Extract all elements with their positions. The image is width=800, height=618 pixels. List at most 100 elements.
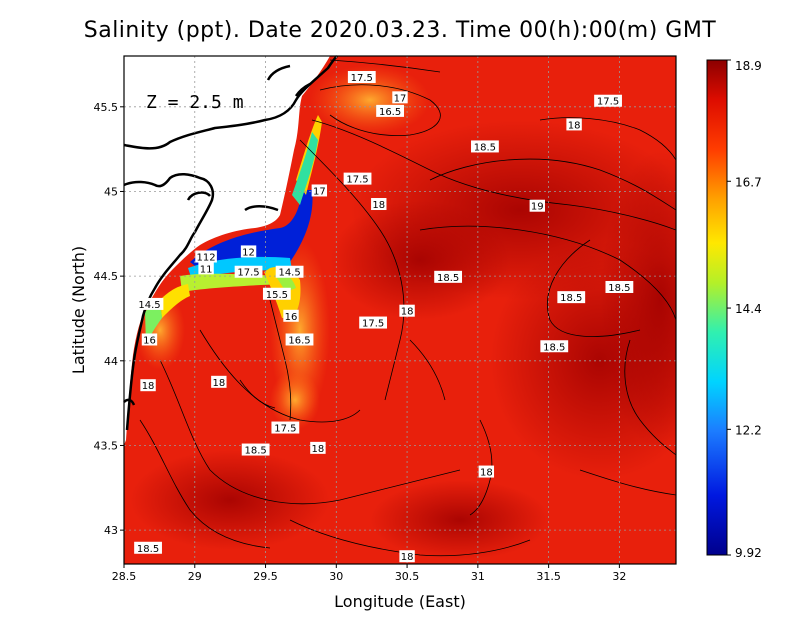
contour-label-text: 17 [394, 93, 407, 104]
x-tick-label-1: 29 [188, 570, 202, 583]
x-tick-label-3: 30 [329, 570, 343, 583]
x-axis-ticks: 28.5 29 29.5 30 30.5 31 31.5 32 [112, 564, 626, 583]
contour-label-1: 17 [392, 91, 408, 104]
y-tick-label-4: 45 [104, 185, 118, 198]
contour-label-bg [141, 333, 158, 346]
contour-label-19: 18.5 [557, 291, 586, 304]
contour-label-text: 18 [568, 120, 581, 131]
contour-label-text: 16.5 [379, 107, 401, 118]
contour-label-2: 16.5 [376, 104, 404, 118]
contour-label-bg [594, 94, 622, 107]
contour-label-text: 17.5 [362, 319, 384, 330]
contour-labels: 17.5 17 16.5 17.5 18 18.5 17.5 17 18 19 112 12 11 17.… [134, 71, 634, 563]
contour-label-text: 18.5 [560, 293, 582, 304]
contour-label-text: 18 [401, 552, 414, 563]
contour-label-text: 18.5 [437, 273, 459, 284]
contour-label-15: 15.5 [262, 287, 291, 301]
contour-label-33: 18 [399, 550, 415, 563]
contour-label-25: 18.5 [540, 340, 569, 353]
chart-title: Salinity (ppt). Date 2020.03.23. Time 00… [83, 18, 717, 43]
contour-label-text: 18 [212, 378, 225, 389]
colorbar-tick-label-3: 16.7 [735, 175, 762, 189]
x-axis-label: Longitude (East) [334, 592, 466, 611]
contour-label-31: 18 [478, 465, 495, 479]
contour-label-text: 14.5 [278, 268, 300, 279]
contour-label-text: 17 [313, 186, 326, 197]
contour-label-bg [240, 245, 257, 258]
contour-label-bg [195, 250, 217, 263]
contour-label-bg [275, 265, 304, 278]
contour-label-16: 14.5 [135, 297, 164, 311]
contour-label-bg [283, 309, 299, 322]
contour-label-text: 112 [197, 253, 216, 264]
contour-label-text: 17.5 [597, 97, 619, 108]
contour-label-bg [310, 441, 326, 454]
contour-label-21: 18 [399, 304, 415, 318]
contour-label-18: 18.5 [434, 270, 463, 284]
x-tick-label-6: 31.5 [536, 570, 561, 583]
contour-label-bg [478, 465, 495, 478]
contour-label-text: 18.5 [474, 142, 496, 153]
plot-frame [123, 55, 677, 565]
contour-label-bg [557, 291, 586, 304]
contour-label-text: 16 [143, 335, 156, 346]
contour-label-13: 17.5 [234, 265, 263, 279]
depth-label: Z = 2.5 m [146, 92, 244, 113]
contour-label-bg [211, 375, 227, 388]
contour-label-text: 18 [312, 444, 325, 455]
y-tick-label-2: 44 [104, 355, 118, 368]
colorbar-tick-label-4: 18.9 [735, 59, 762, 73]
contour-label-text: 19 [531, 202, 544, 213]
contour-label-10: 112 [195, 250, 217, 264]
contour-label-bg [234, 265, 263, 278]
land-mass [124, 56, 330, 445]
contour-label-bg [285, 333, 314, 346]
y-axis-label: Latitude (North) [69, 246, 88, 374]
contour-label-text: 17.5 [274, 424, 296, 435]
contour-label-26: 18 [211, 375, 227, 389]
contour-label-text: 12 [242, 247, 255, 258]
contour-label-bg [371, 198, 387, 211]
x-tick-label-5: 31 [471, 570, 485, 583]
contour-label-bg [347, 71, 376, 84]
contour-label-20: 18.5 [605, 280, 634, 294]
contour-label-3: 17.5 [594, 94, 622, 108]
contour-label-9: 19 [529, 199, 545, 213]
contour-label-29: 18.5 [241, 443, 270, 457]
contour-label-text: 17.5 [351, 73, 373, 84]
x-tick-label-0: 28.5 [112, 570, 137, 583]
y-tick-label-5: 45.5 [94, 101, 119, 114]
y-tick-label-1: 43.5 [94, 439, 119, 452]
contour-label-30: 18 [310, 441, 326, 455]
contour-label-text: 18.5 [244, 446, 266, 457]
colorbar-tick-label-0: 9.92 [735, 546, 762, 560]
contour-label-12: 11 [198, 262, 214, 275]
contour-label-bg [540, 340, 569, 353]
contour-label-bg [399, 304, 415, 317]
contour-label-bg [471, 140, 499, 153]
y-tick-label-3: 44.5 [94, 270, 119, 283]
contour-label-27: 18 [140, 379, 156, 392]
contour-label-bg [140, 379, 156, 392]
contour-label-bg [134, 541, 162, 554]
contour-label-bg [529, 199, 545, 212]
contour-label-text: 11 [200, 264, 213, 275]
contour-label-bg [241, 443, 270, 456]
x-tick-label-4: 30.5 [395, 570, 420, 583]
contour-label-bg [135, 297, 164, 310]
contour-label-bg [399, 550, 415, 563]
contour-label-bg [392, 91, 408, 104]
colorbar-tick-label-2: 14.4 [735, 302, 762, 316]
contour-label-32: 18.5 [134, 541, 162, 555]
contour-label-text: 18 [401, 307, 414, 318]
contour-label-8: 18 [371, 198, 387, 211]
contour-label-6: 17.5 [343, 172, 372, 186]
contour-label-17: 16 [283, 309, 299, 323]
contour-label-bg [262, 287, 291, 300]
y-axis-ticks: 43 43.5 44 44.5 45 45.5 [94, 101, 124, 537]
x-tick-label-7: 32 [612, 570, 626, 583]
contour-label-text: 16 [285, 312, 298, 323]
contour-label-11: 12 [240, 245, 257, 258]
contour-label-text: 18 [480, 468, 493, 479]
